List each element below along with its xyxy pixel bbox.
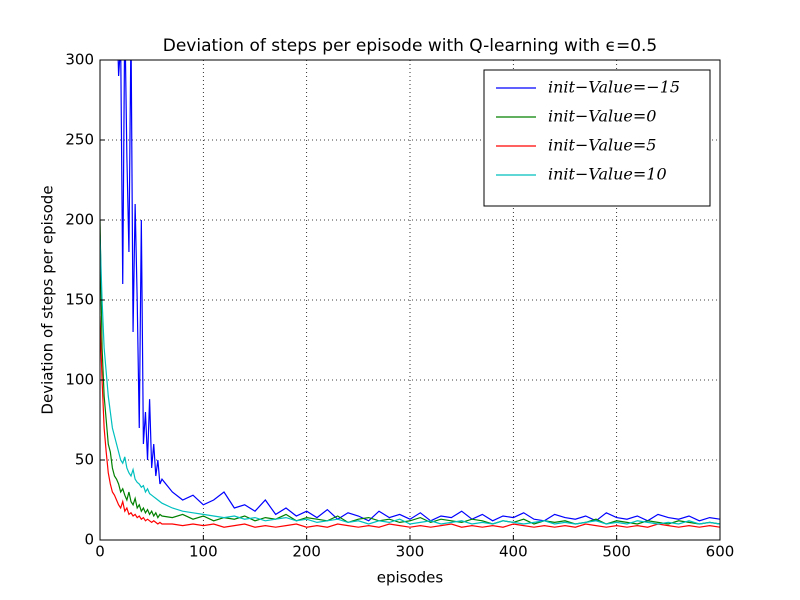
- x-tick-label: 100: [189, 543, 218, 561]
- y-tick-label: 150: [65, 291, 94, 309]
- y-tick-label: 200: [65, 211, 94, 229]
- x-tick-label: 500: [602, 543, 631, 561]
- legend-label: init−Value=10: [548, 165, 667, 184]
- y-axis-label: Deviation of steps per episode: [39, 185, 57, 414]
- x-tick-label: 400: [499, 543, 528, 561]
- legend-label: init−Value=5: [548, 136, 656, 155]
- y-tick-label: 300: [65, 51, 94, 69]
- lines: [100, 60, 720, 528]
- x-tick-label: 300: [396, 543, 425, 561]
- x-tick-label: 0: [95, 543, 105, 561]
- x-axis-label: episodes: [377, 569, 444, 587]
- x-tick-label: 200: [292, 543, 321, 561]
- series-line: [117, 60, 720, 522]
- y-tick-label: 50: [75, 451, 94, 469]
- y-tick-label: 250: [65, 131, 94, 149]
- y-tick-label: 0: [84, 531, 94, 549]
- chart-title: Deviation of steps per episode with Q-le…: [163, 36, 658, 56]
- legend-box: [483, 69, 711, 207]
- legend: init−Value=−15 init−Value=0 init−Value=5 in…: [483, 69, 711, 207]
- legend-label: init−Value=0: [548, 107, 656, 126]
- x-tick-label: 600: [706, 543, 735, 561]
- series-line: [100, 235, 720, 525]
- legend-label: init−Value=−15: [548, 78, 680, 97]
- y-tick-label: 100: [65, 371, 94, 389]
- series-line: [100, 315, 720, 528]
